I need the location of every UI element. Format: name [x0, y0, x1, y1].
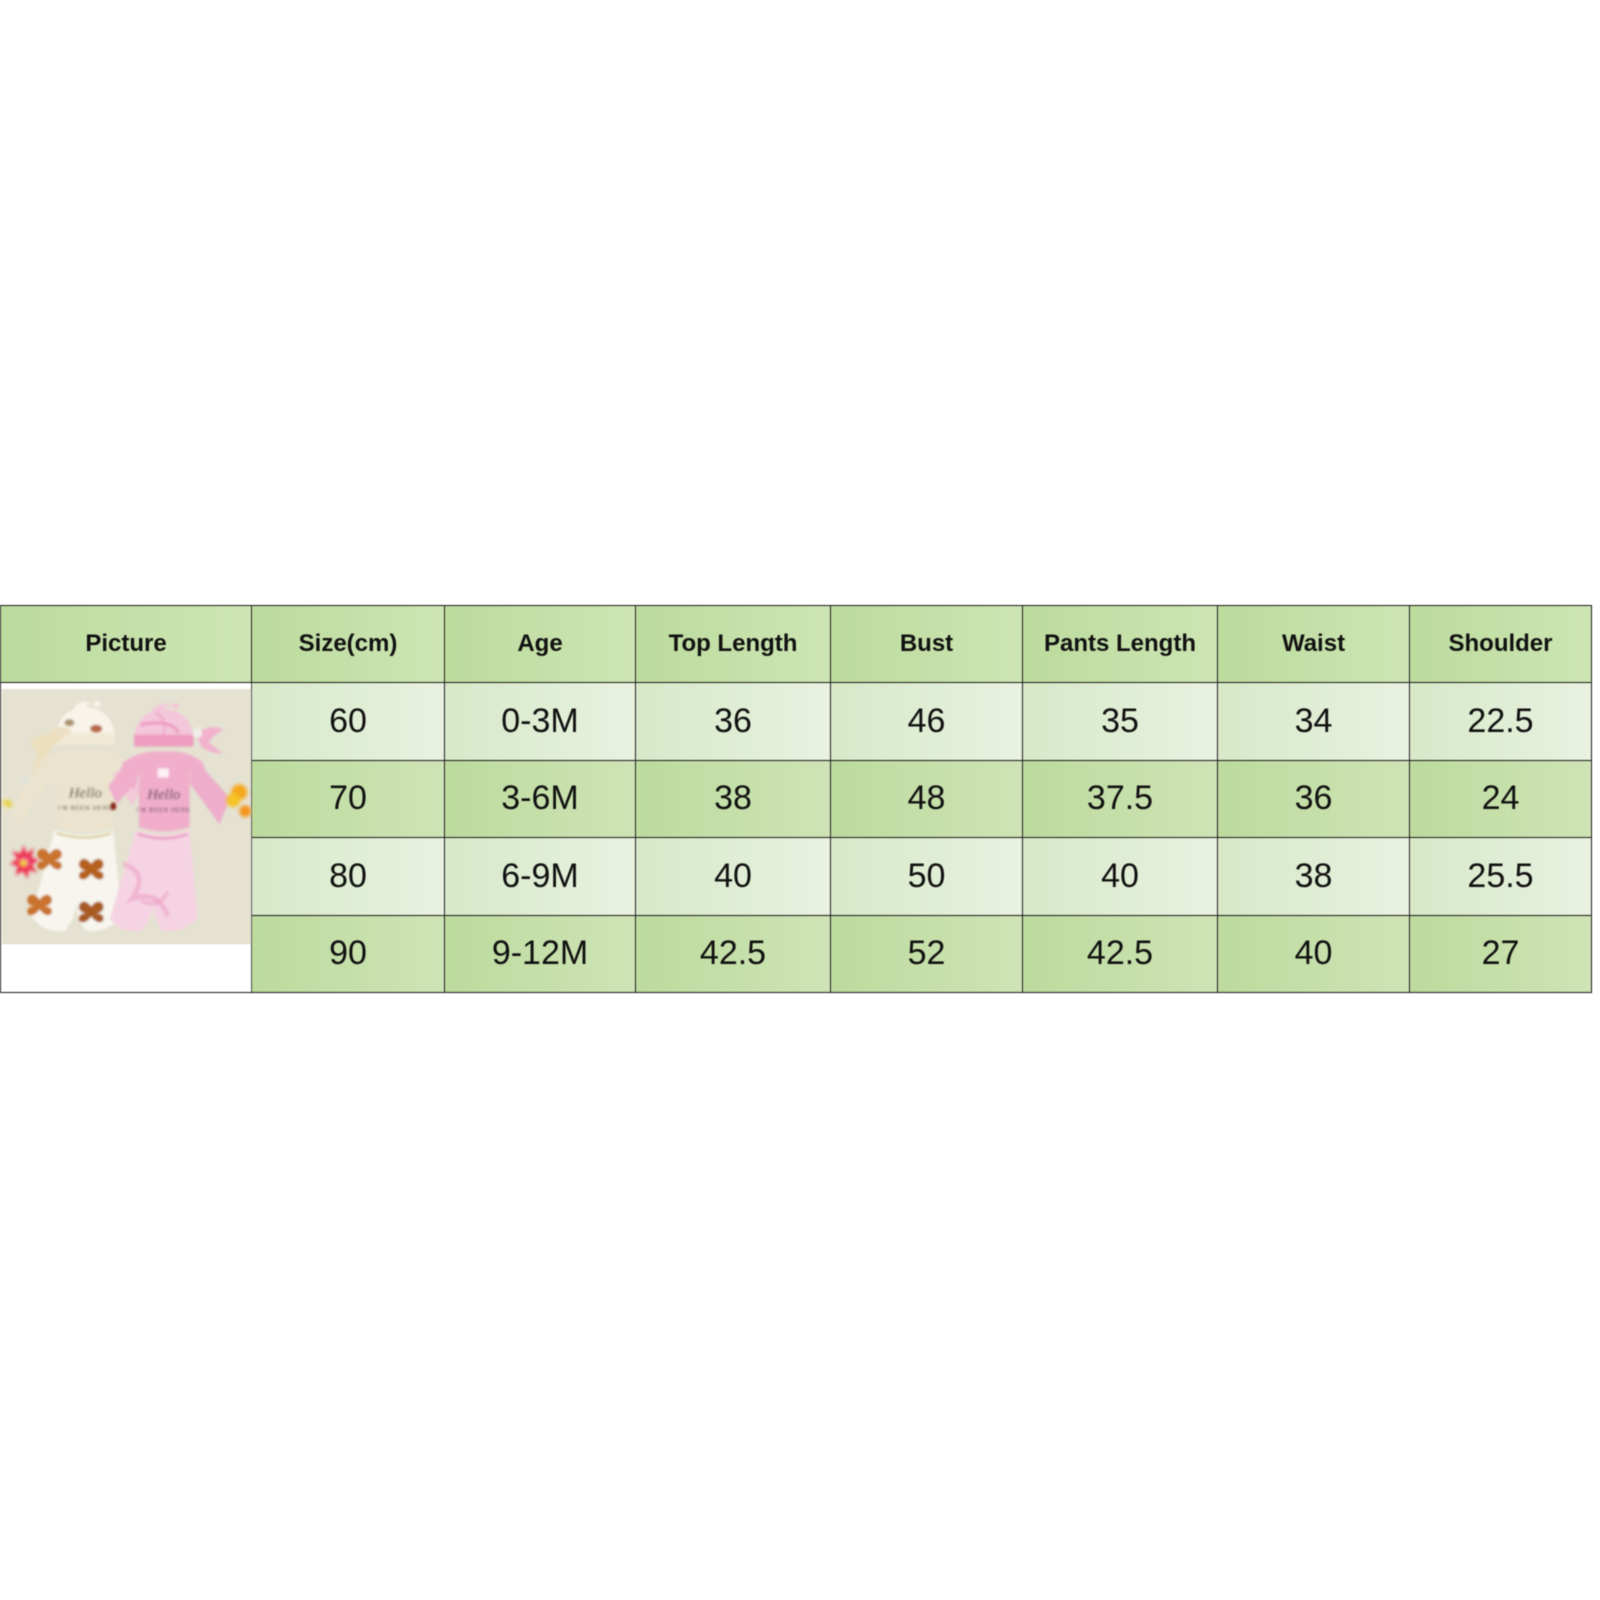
svg-text:I'M BEEN HERE: I'M BEEN HERE — [58, 806, 112, 812]
svg-text:Hello: Hello — [68, 785, 102, 801]
svg-text:Hello: Hello — [146, 787, 180, 803]
svg-text:I'M BEEN HERE: I'M BEEN HERE — [137, 808, 191, 814]
